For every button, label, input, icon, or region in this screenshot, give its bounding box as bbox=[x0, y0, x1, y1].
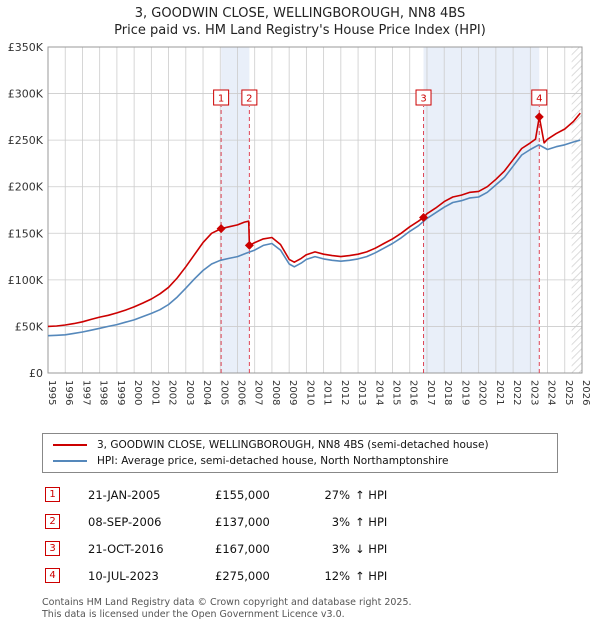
x-tick-label: 2022 bbox=[511, 380, 522, 405]
y-tick-label: £0 bbox=[29, 367, 43, 380]
x-tick-label: 2013 bbox=[356, 380, 367, 405]
table-row: 2 08-SEP-2006 £137,000 3% ↑ HPI bbox=[45, 508, 600, 535]
legend-row-hpi: HPI: Average price, semi-detached house,… bbox=[53, 453, 547, 469]
sale-number-box bbox=[415, 89, 432, 106]
sale-date: 08-SEP-2006 bbox=[88, 514, 162, 529]
table-row: 1 21-JAN-2005 £155,000 27% ↑ HPI bbox=[45, 481, 600, 508]
x-tick-label: 2021 bbox=[494, 380, 505, 405]
y-tick-label: £200K bbox=[8, 181, 44, 194]
x-tick-label: 2001 bbox=[149, 380, 160, 405]
x-tick-label: 1998 bbox=[98, 380, 109, 405]
x-tick-label: 2011 bbox=[322, 380, 333, 405]
license-line-2: This data is licensed under the Open Gov… bbox=[42, 609, 345, 620]
sale-hpi-percent: 12% bbox=[324, 568, 350, 583]
sale-point-marker bbox=[244, 240, 254, 250]
chart-legend: 3, GOODWIN CLOSE, WELLINGBOROUGH, NN8 4B… bbox=[42, 433, 558, 473]
x-tick-label: 1999 bbox=[115, 380, 126, 405]
sale-price: £137,000 bbox=[215, 514, 270, 529]
x-tick-label: 1996 bbox=[63, 380, 74, 405]
chart-header: 3, GOODWIN CLOSE, WELLINGBOROUGH, NN8 4B… bbox=[0, 0, 600, 39]
legend-label-price-paid: 3, GOODWIN CLOSE, WELLINGBOROUGH, NN8 4B… bbox=[97, 439, 489, 451]
hpi-line-swatch bbox=[53, 460, 87, 462]
license-footer: Contains HM Land Registry data © Crown c… bbox=[42, 597, 600, 620]
sale-point-marker bbox=[534, 112, 544, 122]
y-tick-label: £150K bbox=[8, 227, 44, 240]
x-tick-label: 2000 bbox=[132, 380, 143, 405]
x-tick-label: 2004 bbox=[201, 380, 212, 405]
x-tick-label: 2003 bbox=[184, 380, 195, 405]
sale-hpi-direction: ↑ HPI bbox=[355, 487, 388, 502]
sale-number-box bbox=[241, 89, 258, 106]
sales-table: 1 21-JAN-2005 £155,000 27% ↑ HPI 2 08-SE… bbox=[45, 481, 600, 589]
sale-number-badge: 1 bbox=[45, 487, 60, 502]
page-title: 3, GOODWIN CLOSE, WELLINGBOROUGH, NN8 4B… bbox=[134, 6, 466, 21]
x-tick-label: 2005 bbox=[218, 380, 229, 405]
sale-hpi-direction: ↑ HPI bbox=[355, 568, 388, 583]
sale-price: £155,000 bbox=[215, 487, 270, 502]
sale-hpi-percent: 27% bbox=[324, 487, 350, 502]
table-row: 3 21-OCT-2016 £167,000 3% ↓ HPI bbox=[45, 535, 600, 562]
sale-price: £167,000 bbox=[215, 541, 270, 556]
x-tick-label: 2025 bbox=[563, 380, 574, 405]
y-tick-label: £100K bbox=[8, 274, 44, 287]
x-tick-label: 2016 bbox=[408, 380, 419, 405]
sale-point-marker bbox=[216, 224, 226, 234]
price-chart[interactable]: 1995 1996 1997 1998 1999 2000 2001 2002 2003 2004… bbox=[0, 39, 600, 427]
x-tick-label: 2020 bbox=[477, 380, 488, 405]
x-tick-label: 2015 bbox=[391, 380, 402, 405]
sale-number-badge: 3 bbox=[45, 541, 60, 556]
x-tick-label: 1997 bbox=[80, 380, 91, 405]
sale-number-label: 1 bbox=[218, 94, 224, 105]
x-tick-label: 2026 bbox=[580, 380, 591, 405]
x-tick-label: 2018 bbox=[442, 380, 453, 405]
ownership-band bbox=[423, 47, 540, 373]
y-tick-label: £250K bbox=[8, 134, 44, 147]
price-paid-line-swatch bbox=[53, 444, 87, 446]
x-tick-label: 2017 bbox=[425, 380, 436, 405]
x-tick-label: 2009 bbox=[287, 380, 298, 405]
sale-number-badge: 2 bbox=[45, 514, 60, 529]
future-hatch-band bbox=[571, 47, 582, 373]
sale-date: 10-JUL-2023 bbox=[88, 568, 159, 583]
sale-number-label: 2 bbox=[246, 94, 252, 105]
x-tick-label: 2024 bbox=[546, 380, 557, 405]
sale-hpi-direction: ↓ HPI bbox=[355, 541, 388, 556]
sale-date: 21-JAN-2005 bbox=[88, 487, 161, 502]
x-tick-label: 2019 bbox=[459, 380, 470, 405]
y-tick-label: £50K bbox=[15, 320, 44, 333]
legend-label-hpi: HPI: Average price, semi-detached house,… bbox=[97, 455, 449, 467]
legend-row-price-paid: 3, GOODWIN CLOSE, WELLINGBOROUGH, NN8 4B… bbox=[53, 437, 547, 453]
sale-price: £275,000 bbox=[215, 568, 270, 583]
x-tick-label: 2014 bbox=[373, 380, 384, 405]
sale-hpi-percent: 3% bbox=[331, 541, 350, 556]
x-tick-label: 1995 bbox=[46, 380, 57, 405]
sale-hpi-percent: 3% bbox=[331, 514, 350, 529]
y-tick-label: £300K bbox=[8, 88, 44, 101]
x-tick-label: 2012 bbox=[339, 380, 350, 405]
sale-number-label: 3 bbox=[420, 94, 426, 105]
x-tick-label: 2010 bbox=[304, 380, 315, 405]
x-tick-label: 2006 bbox=[235, 380, 246, 405]
sale-number-label: 4 bbox=[536, 94, 542, 105]
license-line-1: Contains HM Land Registry data © Crown c… bbox=[42, 597, 412, 608]
x-tick-label: 2002 bbox=[167, 380, 178, 405]
sale-number-badge: 4 bbox=[45, 568, 60, 583]
sale-date: 21-OCT-2016 bbox=[88, 541, 164, 556]
hpi-line bbox=[47, 139, 581, 337]
sale-hpi-direction: ↑ HPI bbox=[355, 514, 388, 529]
y-tick-label: £350K bbox=[8, 41, 44, 54]
x-tick-label: 2008 bbox=[270, 380, 281, 405]
x-tick-label: 2023 bbox=[528, 380, 539, 405]
sale-number-box bbox=[213, 89, 230, 106]
sale-point-marker bbox=[419, 212, 429, 222]
x-tick-label: 2007 bbox=[253, 380, 264, 405]
sale-number-box bbox=[531, 89, 548, 106]
price-paid-line bbox=[47, 112, 581, 328]
table-row: 4 10-JUL-2023 £275,000 12% ↑ HPI bbox=[45, 562, 600, 589]
page-subtitle: Price paid vs. HM Land Registry's House … bbox=[114, 23, 486, 38]
